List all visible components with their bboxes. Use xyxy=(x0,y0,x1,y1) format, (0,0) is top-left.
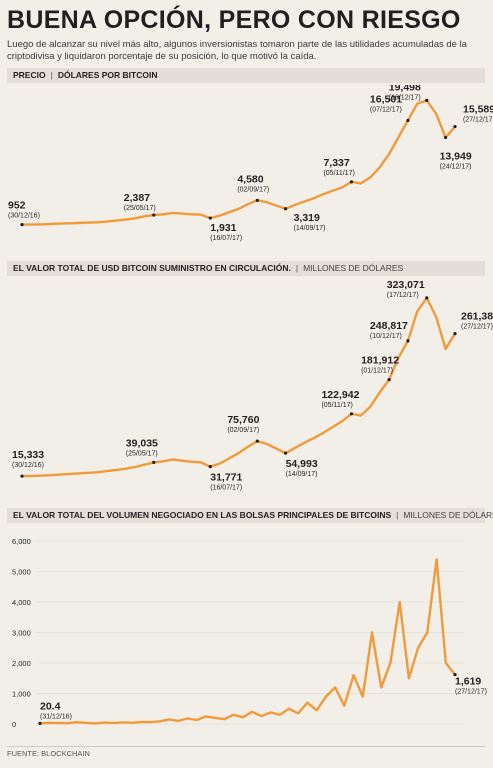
chart1-header: PRECIO | DÓLARES POR BITCOIN xyxy=(7,68,485,83)
data-point xyxy=(349,180,354,184)
data-point xyxy=(283,207,288,211)
y-tick-label: 5,000 xyxy=(12,568,31,577)
data-point xyxy=(255,198,259,202)
date-label: (27/12/17) xyxy=(461,324,493,331)
value-label: 15,333 xyxy=(12,449,44,461)
value-label: 75,760 xyxy=(227,414,259,426)
value-label: 952 xyxy=(8,200,26,212)
y-tick-label: 6,000 xyxy=(12,537,31,546)
date-label: (30/12/16) xyxy=(8,213,40,220)
date-label: (30/12/16) xyxy=(12,462,44,469)
data-point xyxy=(453,332,457,336)
chart1-unit: DÓLARES POR BITCOIN xyxy=(57,70,158,80)
date-label: (25/05/17) xyxy=(126,450,158,457)
value-label: 15,589 xyxy=(463,104,493,116)
value-label: 7,337 xyxy=(323,157,349,169)
data-point xyxy=(38,721,42,725)
value-label: 16,501 xyxy=(370,93,402,105)
page-subtitle: Luego de alcanzar su nivel más alto, alg… xyxy=(7,39,467,62)
price-chart: 952(30/12/16) 2,387(25/05/17) 1,931(16/07/… xyxy=(8,85,493,242)
value-label: 20.4 xyxy=(40,700,61,712)
value-label: 261,381 xyxy=(461,311,493,323)
date-label: (24/12/17) xyxy=(440,164,472,171)
data-point xyxy=(406,118,410,123)
date-label: (14/09/17) xyxy=(294,225,326,232)
data-point xyxy=(152,460,156,464)
chart3-header: EL VALOR TOTAL DEL VOLUMEN NEGOCIADO EN … xyxy=(7,508,493,523)
value-label: 19,498 xyxy=(389,85,421,93)
date-label: (31/12/16) xyxy=(40,713,72,720)
source-note: FUENTE: BLOCKCHAIN xyxy=(7,746,485,758)
series-line xyxy=(21,296,457,478)
data-point xyxy=(443,135,448,140)
chart3-title: EL VALOR TOTAL DEL VOLUMEN NEGOCIADO EN … xyxy=(13,510,392,520)
date-label: (27/12/17) xyxy=(455,689,487,696)
chart2-title: EL VALOR TOTAL DE USD BITCOIN SUMINISTRO… xyxy=(13,263,291,273)
value-label: 13,949 xyxy=(440,151,472,163)
date-label: (01/12/17) xyxy=(361,368,393,375)
y-tick-label: 3,000 xyxy=(12,629,31,638)
y-tick-label: 1,000 xyxy=(12,690,31,699)
data-point xyxy=(425,296,429,300)
data-point xyxy=(453,124,457,129)
page-title: BUENA OPCIÓN, PERO CON RIESGO xyxy=(7,6,461,34)
data-point xyxy=(255,439,259,443)
data-point xyxy=(425,98,429,102)
y-tick-label: 2,000 xyxy=(12,659,31,668)
value-label: 1,619 xyxy=(455,676,481,688)
chart2-header: EL VALOR TOTAL DE USD BITCOIN SUMINISTRO… xyxy=(7,261,485,276)
value-label: 181,912 xyxy=(361,355,399,367)
value-label: 323,071 xyxy=(387,279,425,291)
chart3-unit: MILLONES DE DÓLARES xyxy=(403,510,493,520)
series-line xyxy=(39,558,456,725)
value-label: 54,993 xyxy=(286,458,318,470)
value-label: 3,319 xyxy=(294,212,320,224)
date-label: (02/09/17) xyxy=(227,427,259,434)
value-label: 39,035 xyxy=(126,437,158,449)
date-label: (16/12/17) xyxy=(389,94,421,101)
date-label: (14/09/17) xyxy=(286,471,318,478)
data-point xyxy=(387,378,391,382)
date-label: (07/12/17) xyxy=(370,106,402,113)
data-point xyxy=(208,216,212,220)
value-label: 122,942 xyxy=(321,389,359,401)
chart1-title: PRECIO xyxy=(13,70,46,80)
volume-chart: 6,000 5,000 4,000 3,000 2,000 1,000 0 20.4(31/1… xyxy=(12,537,487,729)
date-label: (16/07/17) xyxy=(210,235,242,242)
date-label: (05/11/17) xyxy=(323,170,354,177)
value-label: 4,580 xyxy=(237,173,263,185)
series-line xyxy=(22,99,456,226)
date-label: (02/09/17) xyxy=(237,186,269,193)
data-point xyxy=(208,465,212,469)
value-label: 1,931 xyxy=(210,222,236,234)
date-label: (05/11/17) xyxy=(321,402,352,409)
data-point xyxy=(20,223,24,227)
data-point xyxy=(349,412,354,416)
data-point xyxy=(406,339,410,343)
data-point xyxy=(453,673,457,677)
date-label: (25/05/17) xyxy=(124,205,156,212)
data-point xyxy=(152,213,156,217)
date-label: (10/12/17) xyxy=(370,333,402,340)
y-tick-label: 4,000 xyxy=(12,598,31,607)
value-label: 248,817 xyxy=(370,320,408,332)
data-point xyxy=(283,451,288,455)
value-label: 2,387 xyxy=(124,192,150,204)
date-label: (16/07/17) xyxy=(210,485,242,492)
date-label: (17/12/17) xyxy=(387,292,419,299)
y-tick-label: 0 xyxy=(12,720,16,729)
date-label: (27/12/17) xyxy=(463,117,493,124)
chart2-unit: MILLONES DE DÓLARES xyxy=(303,263,404,273)
supply-chart: 15,333(30/12/16)39,035(25/05/17)31,771(1… xyxy=(12,279,493,492)
data-point xyxy=(20,474,24,478)
value-label: 31,771 xyxy=(210,472,242,484)
